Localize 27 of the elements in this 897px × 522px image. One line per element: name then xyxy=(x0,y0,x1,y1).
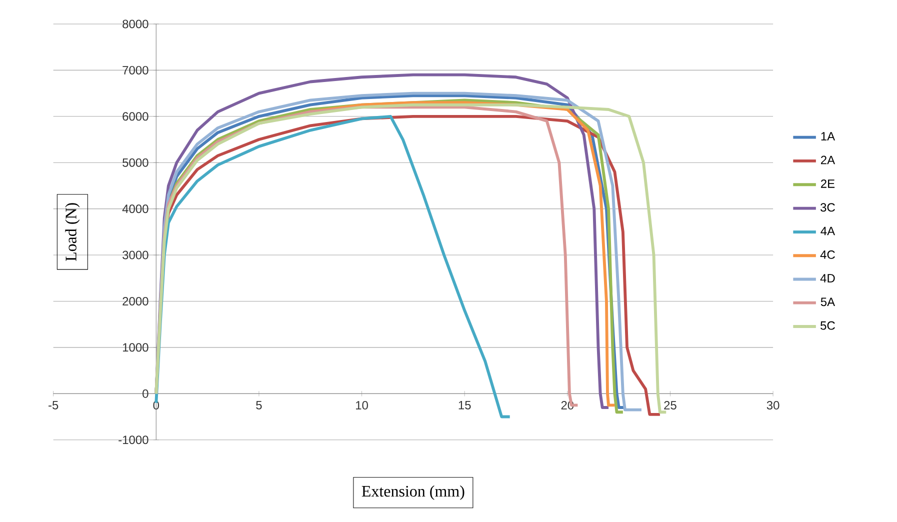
y-tick-label: 5000 xyxy=(122,158,148,167)
legend-label: 1A xyxy=(821,132,836,140)
y-axis-title: Load (N) xyxy=(65,202,80,261)
y-tick-label: 2000 xyxy=(122,296,148,306)
x-tick-label: 30 xyxy=(766,400,780,410)
x-tick-label: 25 xyxy=(664,400,676,410)
y-tick-label: 8000 xyxy=(122,20,148,28)
legend-label: 2A xyxy=(820,156,836,164)
legend-label: 4A xyxy=(820,226,836,235)
legend-label: 4D xyxy=(820,274,835,282)
legend-label: 4C xyxy=(820,250,835,259)
y-tick-label: 7000 xyxy=(122,66,148,74)
y-tick-label: -1000 xyxy=(118,435,148,444)
y-tick-label: 6000 xyxy=(122,112,148,120)
legend-label: 2E xyxy=(820,179,835,188)
x-axis-title: Extension (mm) xyxy=(362,485,464,500)
x-tick-label: 10 xyxy=(356,400,368,410)
legend-label: 3C xyxy=(820,202,835,212)
x-tick-label: 5 xyxy=(256,400,262,410)
y-tick-label: 0 xyxy=(142,389,148,398)
x-tick-label: 15 xyxy=(458,400,471,410)
y-tick-label: 4000 xyxy=(122,204,148,213)
legend-label: 5C xyxy=(820,321,835,330)
y-tick-label: 3000 xyxy=(122,250,148,260)
x-tick-label: -5 xyxy=(48,400,58,410)
y-tick-label: 1000 xyxy=(122,342,148,352)
legend-label: 5A xyxy=(820,297,836,306)
